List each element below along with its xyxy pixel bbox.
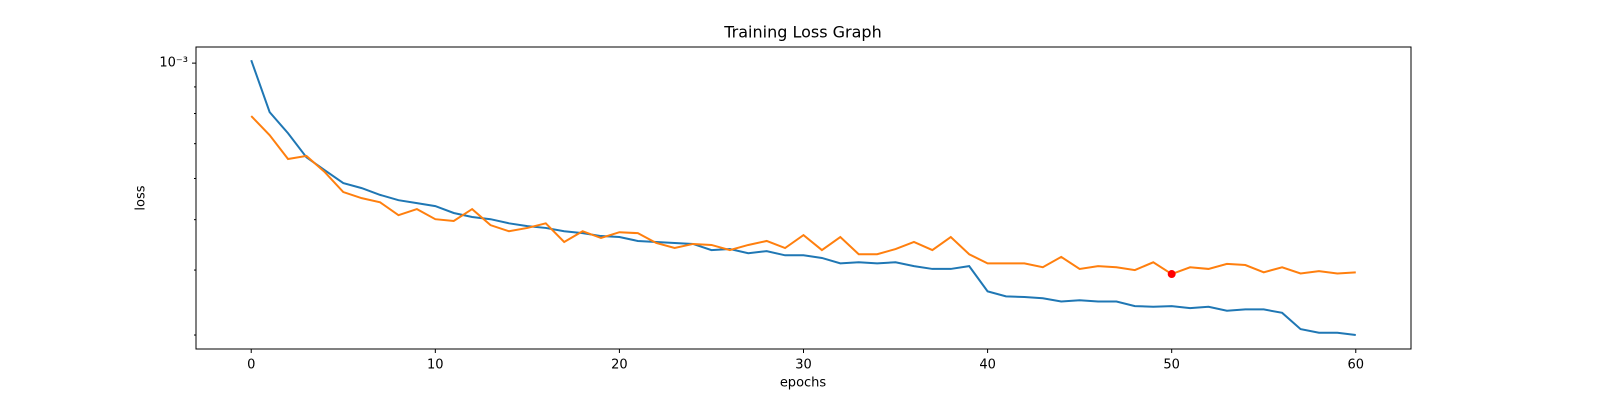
x-tick-label: 60 [1347, 358, 1364, 373]
series-line [250, 59, 1356, 337]
chart-title: Training Loss Graph [723, 23, 881, 42]
y-axis-label: loss [134, 185, 149, 210]
highlight-point [1167, 270, 1176, 279]
x-tick-label: 10 [427, 358, 444, 373]
x-tick-label: 40 [979, 358, 996, 373]
x-tick-label: 50 [1163, 358, 1180, 373]
x-tick-label: 30 [795, 358, 812, 373]
y-tick-label: 10⁻³ [159, 56, 188, 71]
x-axis-label: epochs [780, 376, 827, 391]
plot-area [195, 46, 1412, 350]
x-tick-label: 20 [611, 358, 628, 373]
x-tick-label: 0 [247, 358, 255, 373]
series-line [250, 115, 1356, 276]
